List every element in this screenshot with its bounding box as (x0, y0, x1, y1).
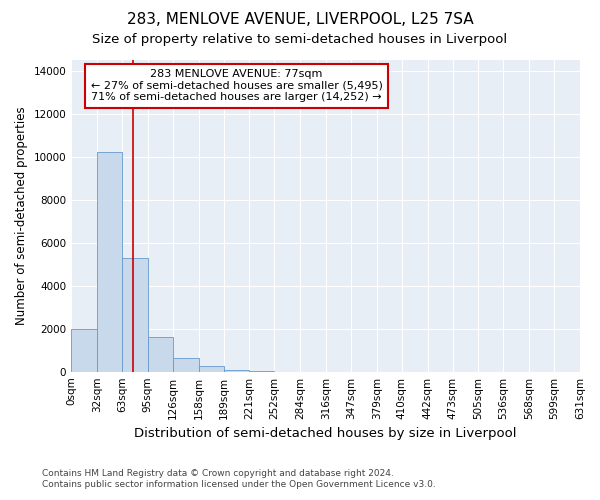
Text: Contains public sector information licensed under the Open Government Licence v3: Contains public sector information licen… (42, 480, 436, 489)
Text: Size of property relative to semi-detached houses in Liverpool: Size of property relative to semi-detach… (92, 32, 508, 46)
Bar (97, 152, 122, 372)
Bar (224, 370, 250, 372)
Text: 283, MENLOVE AVENUE, LIVERPOOL, L25 7SA: 283, MENLOVE AVENUE, LIVERPOOL, L25 7SA (127, 12, 473, 28)
Text: 283 MENLOVE AVENUE: 77sqm
← 27% of semi-detached houses are smaller (5,495)
71% : 283 MENLOVE AVENUE: 77sqm ← 27% of semi-… (91, 69, 382, 102)
Bar (71, 328, 97, 372)
Bar (173, 358, 199, 372)
X-axis label: Distribution of semi-detached houses by size in Liverpool: Distribution of semi-detached houses by … (134, 427, 517, 440)
Bar (199, 366, 224, 372)
Bar (148, 338, 173, 372)
Bar (122, 258, 148, 372)
Text: Contains HM Land Registry data © Crown copyright and database right 2024.: Contains HM Land Registry data © Crown c… (42, 468, 394, 477)
Bar (250, 370, 274, 372)
Y-axis label: Number of semi-detached properties: Number of semi-detached properties (15, 106, 28, 325)
